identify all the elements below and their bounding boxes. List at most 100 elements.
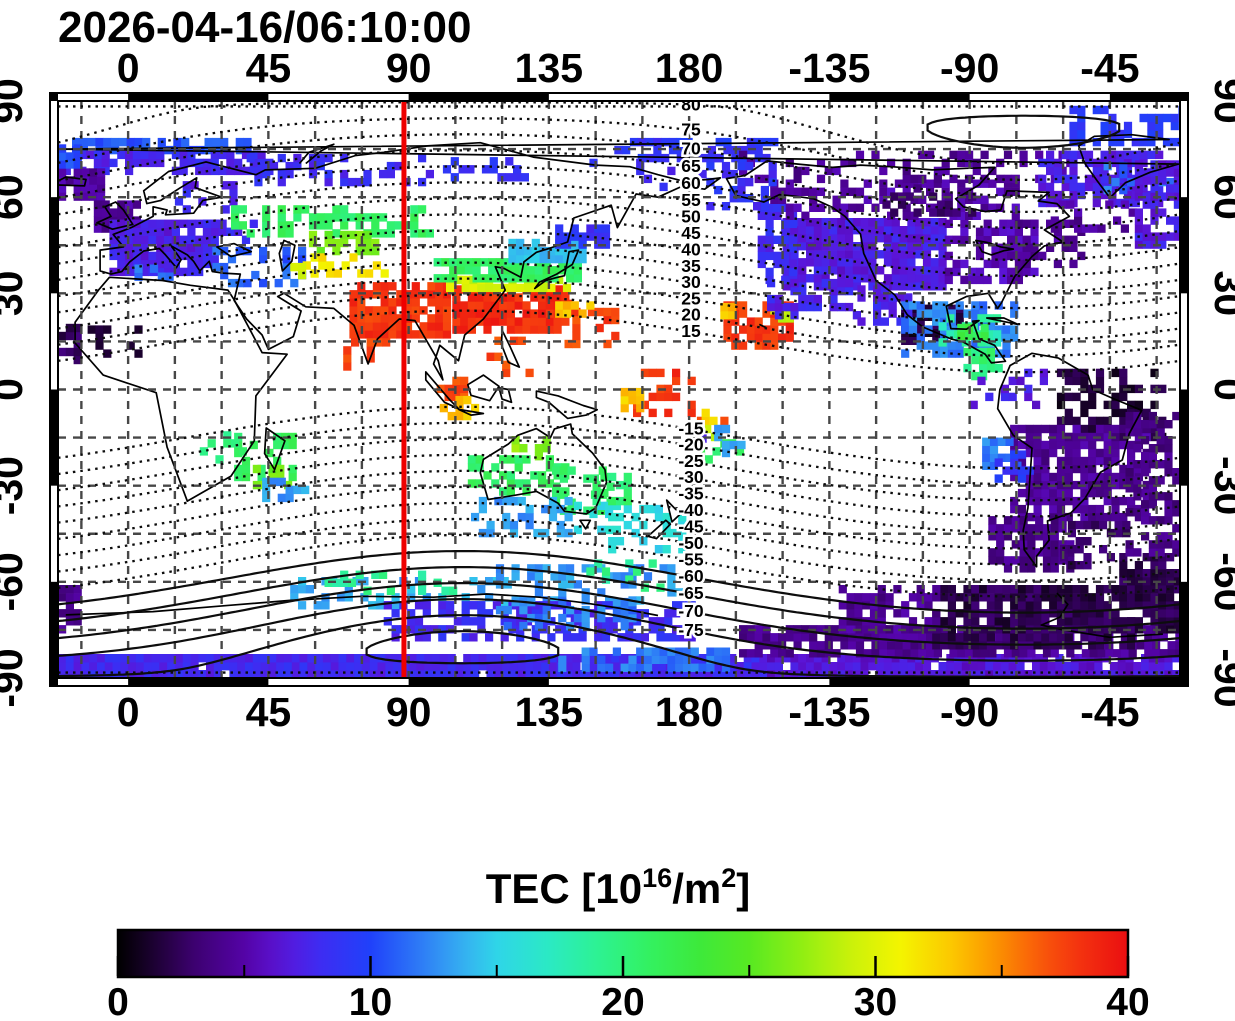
tec-cell — [938, 662, 947, 671]
tec-cell — [1100, 174, 1109, 184]
tec-cell — [735, 662, 745, 671]
tec-cell — [411, 282, 420, 291]
tec-cell — [993, 654, 1002, 663]
tec-cell — [672, 368, 681, 378]
tec-cell — [979, 355, 988, 365]
tec-cell — [187, 243, 196, 252]
tec-cell — [95, 137, 104, 147]
tec-cell — [1066, 540, 1075, 549]
tec-cell — [999, 259, 1008, 269]
tec-cell — [305, 585, 314, 594]
tec-cell — [926, 633, 935, 642]
contour-line — [58, 197, 1180, 262]
tec-cell — [798, 662, 807, 671]
tec-cell — [868, 250, 877, 259]
tec-cell — [1008, 376, 1017, 386]
tec-cell — [1119, 161, 1128, 171]
tec-cell — [1033, 504, 1042, 514]
lat-tick-label-left: -60 — [0, 552, 31, 611]
tec-cell — [910, 195, 919, 204]
tec-cell — [467, 463, 476, 472]
tec-cell — [1103, 480, 1112, 490]
tec-cell — [1156, 492, 1165, 501]
tec-cell — [1014, 243, 1023, 252]
tec-cell — [463, 670, 472, 678]
tec-cell — [1109, 670, 1119, 678]
tec-cell — [1025, 496, 1034, 506]
tec-cell — [860, 662, 869, 671]
tec-cell — [1056, 504, 1066, 514]
tec-cell — [1120, 200, 1129, 209]
tec-cell — [845, 278, 854, 288]
tec-cell — [1150, 184, 1159, 193]
tec-cell — [354, 654, 363, 663]
tec-cell — [1111, 472, 1120, 482]
tec-cell — [466, 165, 475, 174]
tec-cell — [210, 251, 219, 261]
tec-cell — [1127, 569, 1136, 578]
tec-cell — [620, 403, 629, 413]
tec-cell — [1148, 516, 1157, 525]
tec-cell — [938, 250, 947, 259]
tec-cell — [662, 512, 671, 522]
tec-cell — [922, 274, 932, 283]
tec-cell — [615, 512, 625, 522]
tec-cell — [986, 347, 995, 357]
contour-line — [58, 165, 1180, 230]
tec-cell — [220, 262, 229, 272]
tec-cell — [316, 213, 325, 222]
tec-cell — [249, 166, 258, 176]
tec-cell — [151, 670, 160, 678]
tec-cell — [809, 195, 818, 204]
tec-cell — [120, 662, 129, 671]
tec-cell — [1166, 585, 1175, 594]
tec-cell — [1173, 184, 1180, 193]
tec-cell — [1017, 466, 1027, 475]
tec-cell — [340, 169, 349, 179]
tec-cell — [1142, 424, 1151, 434]
tec-cell — [829, 234, 838, 243]
tec-cell — [206, 662, 215, 671]
tec-cell — [1007, 243, 1016, 252]
tec-cell — [701, 408, 710, 418]
tec-cell — [547, 633, 556, 642]
tec-cell — [991, 259, 1000, 269]
tec-cell — [947, 625, 956, 634]
tec-cell — [628, 655, 637, 664]
tec-cell — [360, 593, 369, 602]
tec-cell — [877, 609, 886, 618]
tec-cell — [687, 601, 696, 610]
tec-cell — [117, 208, 126, 217]
tec-cell — [1064, 456, 1073, 466]
tec-cell — [132, 243, 141, 252]
tec-cell — [447, 654, 456, 663]
tec-cell — [238, 221, 247, 230]
tec-cell — [81, 192, 90, 201]
tec-cell — [1067, 545, 1076, 554]
tec-cell — [972, 166, 981, 176]
tec-cell — [502, 512, 511, 522]
contour-line — [926, 114, 1121, 149]
tec-cell — [277, 229, 286, 238]
tec-cell — [288, 464, 297, 474]
tec-cell — [926, 187, 935, 196]
tec-cell — [1007, 219, 1016, 228]
tec-cell — [461, 283, 470, 293]
tec-cell — [979, 309, 988, 318]
tec-cell — [411, 314, 420, 323]
tec-cell — [1049, 424, 1058, 434]
tec-cell — [171, 259, 180, 269]
tec-cell — [380, 269, 389, 278]
tec-cell — [288, 432, 297, 442]
tec-cell — [1003, 524, 1013, 533]
tec-cell — [394, 161, 403, 171]
tec-cell — [578, 232, 587, 241]
tec-cell — [555, 254, 564, 264]
tec-cell — [340, 221, 349, 230]
contour-line — [58, 229, 1180, 294]
tec-cell — [234, 448, 243, 458]
tec-cell — [595, 323, 604, 333]
contour-line — [58, 614, 1180, 678]
tec-cell — [1035, 516, 1044, 525]
tec-cell — [573, 274, 582, 283]
